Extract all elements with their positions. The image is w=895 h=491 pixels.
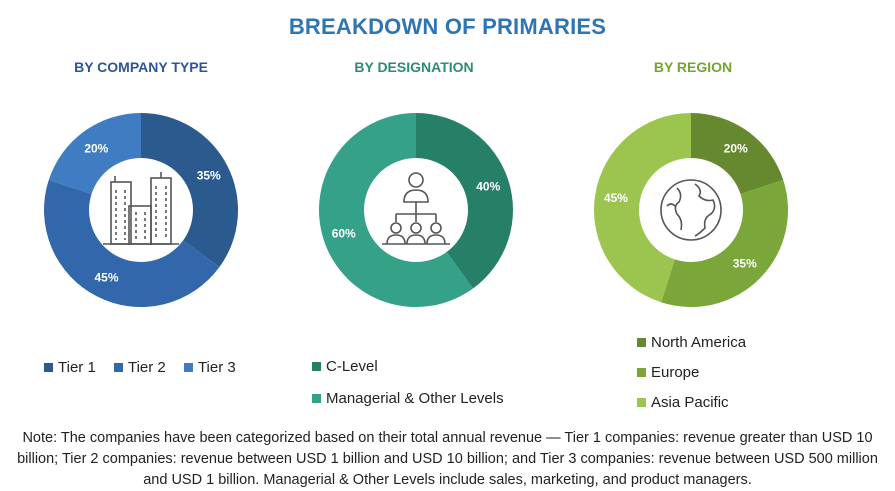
pie-slice-tier-1 [141,113,238,268]
legend-designation: C-Level Managerial & Other Levels [312,356,504,408]
legend-swatch [44,362,53,372]
chart-title-region: BY REGION [653,59,733,75]
legend-swatch [113,362,123,372]
legend-item: North America [637,332,746,352]
data-label: 60% [332,226,356,240]
legend-label: Asia Pacific [651,393,729,411]
legend-item: Tier 3 [183,357,236,377]
legend-item: Tier 2 [113,357,166,377]
donut-chart-company-type: 35% 45% 20% [44,113,238,307]
donut-chart-region: 20% 35% 45% [594,113,788,307]
footnote: Note: The companies have been categorize… [17,430,878,488]
legend-label: Tier 3 [197,358,236,376]
legend-item: C-Level [312,356,504,376]
data-label: 35% [197,168,221,182]
globe-icon [660,179,722,241]
donut-chart-designation: 40% 60% [319,113,513,307]
data-label: 20% [84,142,108,156]
data-label: 45% [604,191,628,205]
data-label: 45% [94,271,118,285]
legend-label: North America [651,333,747,351]
data-label: 20% [724,142,748,156]
legend-swatch [637,337,646,347]
chart-title-designation: BY DESIGNATION [354,59,474,75]
legend-swatch [637,397,646,407]
data-label: 35% [733,257,757,271]
legend-label: Tier 1 [58,358,96,376]
donut-hole [89,158,193,262]
legend-swatch [312,361,321,371]
legend-label: Tier 2 [127,358,166,376]
org-chart-people-icon [382,172,450,245]
buildings-icon [103,172,179,245]
legend-item: Asia Pacific [637,392,746,412]
legend-label: Europe [651,363,700,381]
legend-label: C-Level [326,357,378,375]
data-label: 40% [476,180,500,194]
chart-title-company-type: BY COMPANY TYPE [74,59,208,75]
donut-hole [639,158,743,262]
legend-item: Europe [637,362,746,382]
legend-region: North America Europe Asia Pacific [637,332,746,412]
page-title: BREAKDOWN OF PRIMARIES [288,14,607,39]
legend-item: Tier 1 [44,357,96,377]
legend-swatch [312,393,321,403]
legend-swatch [637,367,646,377]
legend-label: Managerial & Other Levels [326,389,504,407]
legend-swatch [183,362,193,372]
legend-item: Managerial & Other Levels [312,388,504,408]
legend-company-type: Tier 1 Tier 2 Tier 3 [44,357,250,377]
